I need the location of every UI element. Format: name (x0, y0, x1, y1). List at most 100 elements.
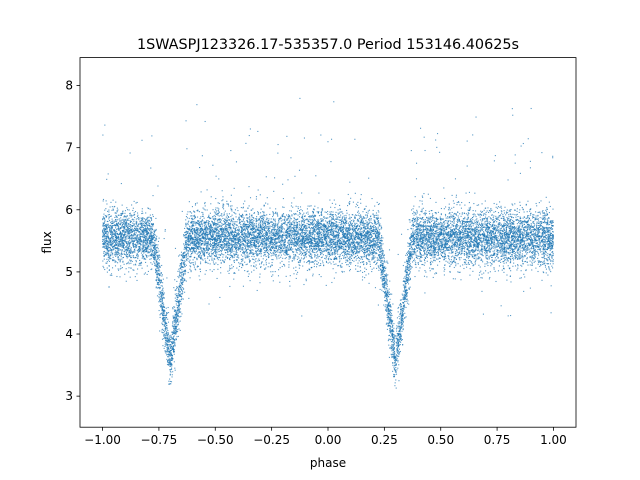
data-point (358, 270, 360, 272)
data-point (403, 308, 405, 310)
data-point (280, 251, 282, 253)
data-point (503, 225, 505, 227)
data-point (498, 265, 500, 267)
data-point (115, 236, 117, 238)
data-point (549, 259, 551, 261)
data-point (363, 230, 366, 232)
data-point (104, 220, 106, 222)
data-point (228, 223, 230, 225)
data-point (352, 227, 355, 229)
data-point (384, 280, 386, 282)
data-point (207, 262, 209, 264)
data-point (499, 231, 501, 233)
data-point (421, 217, 423, 219)
data-point (420, 244, 422, 246)
data-point (324, 231, 326, 233)
data-point (415, 178, 418, 180)
data-point (157, 257, 159, 259)
data-point (277, 222, 279, 224)
data-point (278, 231, 280, 233)
data-point (129, 212, 131, 214)
data-point (281, 223, 283, 225)
data-point (271, 264, 273, 266)
data-point (236, 251, 238, 254)
data-point (108, 216, 110, 218)
data-point (121, 252, 123, 254)
data-point (446, 225, 448, 227)
data-point (294, 234, 296, 236)
data-point (521, 223, 523, 225)
data-point (509, 252, 511, 254)
data-point (161, 329, 163, 331)
data-point (367, 249, 370, 251)
data-point (457, 225, 459, 227)
data-point (477, 237, 479, 239)
data-point (191, 218, 193, 221)
data-point (437, 244, 439, 246)
data-point (125, 216, 127, 218)
data-point (166, 327, 168, 329)
data-point (293, 238, 295, 240)
data-point (440, 222, 442, 224)
data-point (402, 328, 404, 330)
data-point (212, 233, 214, 235)
data-point (525, 204, 527, 206)
data-point (267, 230, 269, 232)
data-point (436, 228, 438, 230)
data-point (318, 231, 320, 233)
data-point (551, 235, 554, 237)
data-point (487, 234, 489, 236)
data-point (449, 261, 451, 263)
data-point (510, 229, 512, 231)
data-point (216, 277, 218, 280)
data-point (311, 218, 313, 221)
data-point (106, 237, 108, 239)
data-point (390, 332, 392, 334)
data-point (207, 231, 209, 233)
data-point (218, 225, 220, 227)
data-point (342, 224, 344, 226)
data-point (351, 224, 353, 226)
data-point (403, 280, 405, 282)
data-point (215, 228, 218, 230)
data-point (435, 225, 437, 228)
data-point (332, 238, 334, 240)
data-point (105, 252, 107, 254)
data-point (203, 222, 205, 224)
data-point (114, 261, 116, 263)
data-point (182, 254, 184, 256)
data-point (472, 251, 474, 254)
data-point (532, 233, 534, 235)
data-point (183, 234, 185, 236)
data-point (360, 234, 362, 236)
data-point (413, 258, 415, 260)
data-point (137, 234, 139, 236)
data-point (250, 227, 252, 229)
data-point (228, 272, 230, 275)
data-point (393, 336, 395, 338)
data-point (342, 228, 344, 230)
data-point (536, 250, 538, 252)
data-point (162, 302, 164, 304)
data-point (479, 266, 481, 268)
data-point (515, 230, 517, 232)
data-point (232, 245, 234, 247)
data-point (357, 236, 359, 238)
data-point (394, 336, 396, 338)
data-point (159, 279, 161, 281)
data-point (316, 255, 318, 257)
data-point (127, 247, 129, 249)
data-point (393, 334, 395, 336)
data-point (545, 253, 547, 255)
data-point (130, 255, 132, 257)
data-point (288, 230, 291, 232)
data-point (296, 219, 298, 221)
data-point (272, 239, 274, 241)
data-point (514, 258, 516, 260)
data-point (204, 227, 206, 229)
data-point (402, 315, 404, 317)
data-point (298, 223, 300, 225)
data-point (455, 225, 457, 228)
data-point (437, 258, 439, 260)
data-point (534, 246, 537, 248)
